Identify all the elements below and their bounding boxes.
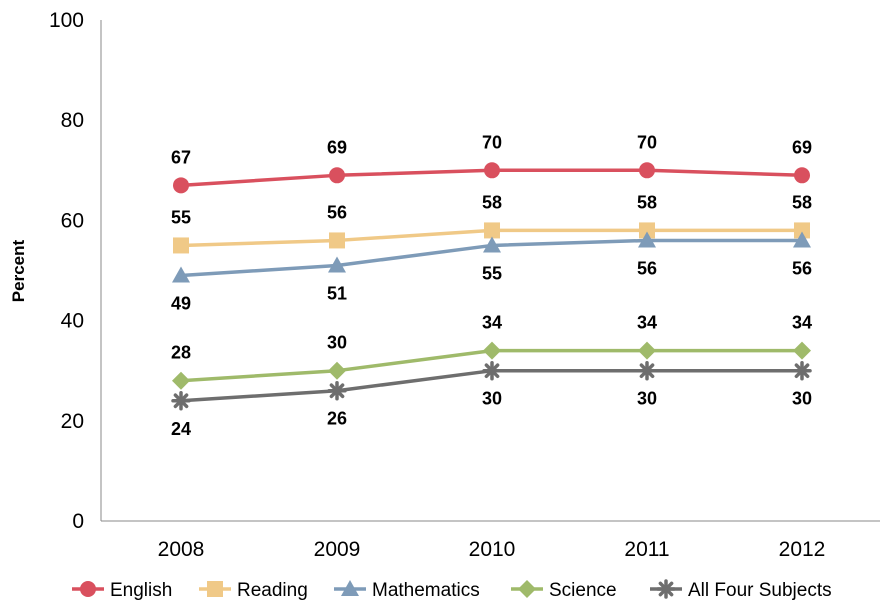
data-label-science: 30 bbox=[327, 333, 347, 353]
legend: English Reading Mathematics Science All Four… bbox=[72, 579, 832, 601]
marker-science bbox=[328, 361, 346, 380]
legend-label-all-four-subjects: All Four Subjects bbox=[688, 580, 832, 601]
y-tick-label: 80 bbox=[61, 109, 84, 132]
data-label-science: 34 bbox=[482, 313, 502, 333]
y-ticks: 0 20 40 60 80 100 bbox=[49, 9, 84, 533]
data-label-mathematics: 56 bbox=[792, 258, 812, 278]
x-tick-label: 2010 bbox=[469, 538, 516, 561]
marker-reading bbox=[794, 222, 810, 239]
series-markers bbox=[171, 162, 812, 411]
marker-english bbox=[329, 167, 345, 184]
marker-mathematics bbox=[172, 266, 190, 283]
data-label-reading: 58 bbox=[792, 192, 812, 212]
data-label-mathematics: 56 bbox=[637, 258, 657, 278]
data-label-english: 69 bbox=[792, 137, 812, 157]
marker-science bbox=[793, 341, 811, 360]
marker-all-four-subjects bbox=[171, 391, 191, 411]
legend-label-english: English bbox=[110, 580, 172, 601]
marker-all-four-subjects bbox=[327, 380, 347, 401]
y-tick-label: 40 bbox=[61, 310, 84, 333]
data-labels: 67 69 70 70 69 55 56 58 58 58 49 51 55 56 56 28 30 34 34 34… bbox=[171, 132, 812, 438]
data-label-reading: 56 bbox=[327, 202, 347, 222]
legend-marker-reading bbox=[207, 581, 223, 597]
data-label-all-four-subjects: 30 bbox=[637, 389, 657, 409]
legend-marker-english bbox=[80, 581, 96, 597]
y-tick-label: 20 bbox=[61, 410, 84, 433]
legend-label-reading: Reading bbox=[237, 580, 308, 601]
data-label-mathematics: 49 bbox=[171, 294, 191, 314]
y-axis-label: Percent bbox=[9, 239, 28, 302]
x-tick-label: 2011 bbox=[624, 538, 669, 561]
x-ticks: 2008 2009 2010 2011 2012 bbox=[158, 538, 826, 561]
marker-all-four-subjects bbox=[637, 360, 657, 381]
marker-english bbox=[484, 162, 500, 179]
marker-reading bbox=[173, 237, 189, 254]
data-label-science: 34 bbox=[792, 313, 812, 333]
data-label-reading: 58 bbox=[482, 192, 502, 212]
marker-all-four-subjects bbox=[482, 360, 502, 381]
marker-all-four-subjects bbox=[792, 360, 812, 381]
marker-science bbox=[638, 341, 656, 360]
legend-marker-mathematics bbox=[341, 580, 359, 596]
marker-reading bbox=[329, 232, 345, 249]
data-label-science: 28 bbox=[171, 343, 191, 363]
marker-english bbox=[173, 177, 189, 194]
x-tick-label: 2012 bbox=[779, 538, 826, 561]
data-label-reading: 58 bbox=[637, 192, 657, 212]
y-tick-label: 60 bbox=[61, 209, 84, 232]
x-tick-label: 2009 bbox=[314, 538, 361, 561]
marker-mathematics bbox=[638, 231, 656, 248]
data-label-mathematics: 55 bbox=[482, 263, 502, 283]
data-label-science: 34 bbox=[637, 313, 657, 333]
marker-reading bbox=[484, 222, 500, 239]
data-label-all-four-subjects: 26 bbox=[327, 409, 347, 429]
y-tick-label: 100 bbox=[49, 9, 84, 32]
data-label-english: 70 bbox=[637, 132, 657, 152]
legend-label-mathematics: Mathematics bbox=[372, 580, 480, 601]
marker-english bbox=[794, 167, 810, 184]
legend-label-science: Science bbox=[549, 580, 617, 601]
data-label-mathematics: 51 bbox=[327, 283, 347, 303]
marker-english bbox=[639, 162, 655, 179]
data-label-all-four-subjects: 30 bbox=[792, 389, 812, 409]
marker-reading bbox=[639, 222, 655, 239]
marker-mathematics bbox=[328, 256, 346, 273]
marker-science bbox=[172, 371, 190, 390]
data-label-reading: 55 bbox=[171, 207, 191, 227]
marker-mathematics bbox=[793, 231, 811, 248]
data-label-all-four-subjects: 30 bbox=[482, 389, 502, 409]
legend-marker-science bbox=[518, 580, 536, 598]
data-label-english: 69 bbox=[327, 137, 347, 157]
data-label-english: 70 bbox=[482, 132, 502, 152]
legend-marker-all-four-subjects bbox=[656, 579, 676, 599]
data-label-english: 67 bbox=[171, 147, 191, 167]
y-tick-label: 0 bbox=[72, 510, 84, 533]
y-axis bbox=[100, 20, 880, 522]
data-label-all-four-subjects: 24 bbox=[171, 419, 191, 439]
marker-mathematics bbox=[483, 236, 501, 253]
x-tick-label: 2008 bbox=[158, 538, 205, 561]
marker-science bbox=[483, 341, 501, 360]
